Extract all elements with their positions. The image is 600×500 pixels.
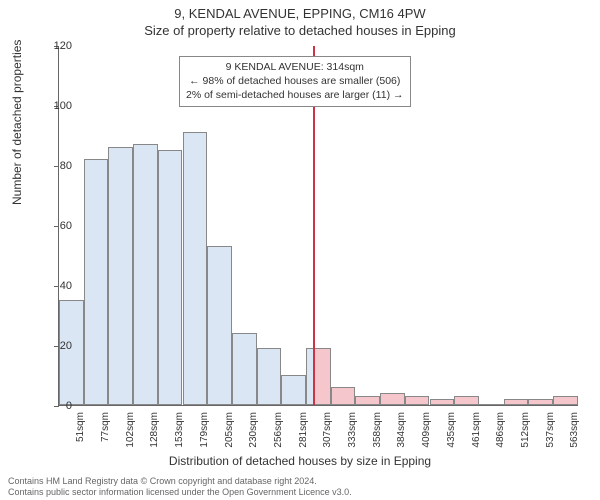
ytick-label: 20 — [42, 340, 72, 352]
annotation-line: 2% of semi-detached houses are larger (1… — [186, 88, 404, 102]
histogram-bar — [528, 399, 553, 405]
ytick-label: 120 — [42, 40, 72, 52]
annotation-line: ← 98% of detached houses are smaller (50… — [186, 74, 404, 88]
ytick-label: 60 — [42, 220, 72, 232]
annotation-box: 9 KENDAL AVENUE: 314sqm← 98% of detached… — [179, 56, 411, 107]
histogram-bar — [430, 399, 455, 405]
ytick-label: 100 — [42, 100, 72, 112]
x-axis-label: Distribution of detached houses by size … — [0, 454, 600, 468]
chart-title-sub: Size of property relative to detached ho… — [0, 21, 600, 38]
plot-region: 51sqm77sqm102sqm128sqm153sqm179sqm205sqm… — [58, 46, 578, 406]
footer-attribution: Contains HM Land Registry data © Crown c… — [8, 476, 352, 499]
annotation-line: 9 KENDAL AVENUE: 314sqm — [186, 60, 404, 74]
histogram-bar — [306, 348, 331, 405]
histogram-bar — [133, 144, 158, 405]
footer-line1: Contains HM Land Registry data © Crown c… — [8, 476, 352, 487]
ytick-label: 0 — [42, 400, 72, 412]
histogram-bar — [331, 387, 356, 405]
histogram-bar — [479, 404, 504, 405]
histogram-bar — [257, 348, 282, 405]
footer-line2: Contains public sector information licen… — [8, 487, 352, 498]
histogram-bar — [355, 396, 380, 405]
ytick-label: 80 — [42, 160, 72, 172]
ytick-label: 40 — [42, 280, 72, 292]
chart-title-main: 9, KENDAL AVENUE, EPPING, CM16 4PW — [0, 0, 600, 21]
chart-area: 51sqm77sqm102sqm128sqm153sqm179sqm205sqm… — [58, 46, 578, 406]
histogram-bar — [454, 396, 479, 405]
histogram-bar — [405, 396, 430, 405]
y-axis-label: Number of detached properties — [10, 40, 24, 205]
histogram-bar — [108, 147, 133, 405]
histogram-bar — [183, 132, 208, 405]
histogram-bar — [158, 150, 183, 405]
histogram-bar — [59, 300, 84, 405]
histogram-bar — [84, 159, 109, 405]
histogram-bar — [232, 333, 257, 405]
histogram-bar — [207, 246, 232, 405]
histogram-bar — [553, 396, 578, 405]
histogram-bar — [504, 399, 529, 405]
histogram-bar — [281, 375, 306, 405]
histogram-bar — [380, 393, 405, 405]
